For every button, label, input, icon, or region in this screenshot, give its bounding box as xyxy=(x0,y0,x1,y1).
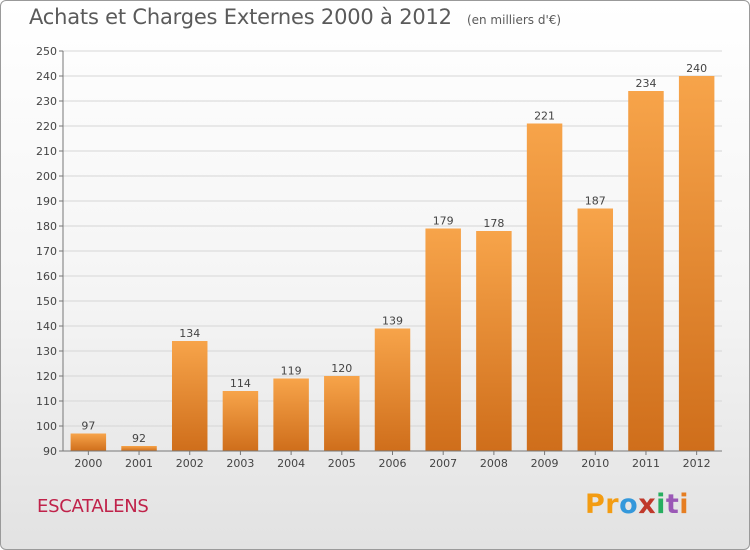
y-tick-label: 160 xyxy=(36,270,57,283)
value-label-2000: 97 xyxy=(81,420,95,433)
x-tick-label: 2002 xyxy=(176,457,204,470)
chart-title: Achats et Charges Externes 2000 à 2012 xyxy=(29,5,452,29)
bar-2005 xyxy=(324,376,360,451)
chart-unit: (en milliers d'€) xyxy=(466,13,562,27)
y-tick-label: 200 xyxy=(36,170,57,183)
y-tick-label: 130 xyxy=(36,345,57,358)
y-tick-label: 180 xyxy=(36,220,57,233)
value-label-2008: 178 xyxy=(483,217,504,230)
x-tick-label: 2000 xyxy=(74,457,102,470)
y-tick-label: 240 xyxy=(36,70,57,83)
y-tick-label: 230 xyxy=(36,95,57,108)
logo-letter: x xyxy=(638,489,657,520)
bar-2008 xyxy=(476,231,512,451)
bar-2012 xyxy=(678,76,715,451)
value-label-2004: 119 xyxy=(281,365,302,378)
value-label-2002: 134 xyxy=(179,327,200,340)
x-tick-label: 2007 xyxy=(429,457,457,470)
logo-letter: t xyxy=(665,489,680,520)
logo-letter: r xyxy=(605,489,620,520)
bar-2000 xyxy=(70,433,107,451)
y-tick-label: 250 xyxy=(36,45,57,58)
logo-letter: P xyxy=(585,489,606,520)
bar-2010 xyxy=(577,208,614,451)
bar-2006 xyxy=(374,328,411,451)
logo-letter: o xyxy=(619,489,639,520)
y-tick-label: 220 xyxy=(36,120,57,133)
bar-2011 xyxy=(628,91,664,451)
x-tick-label: 2011 xyxy=(632,457,660,470)
bar-2004 xyxy=(273,378,309,451)
bar-2002 xyxy=(171,341,208,451)
y-tick-label: 100 xyxy=(36,420,57,433)
bar-2003 xyxy=(222,391,259,451)
value-label-2003: 114 xyxy=(230,377,251,390)
y-tick-label: 170 xyxy=(36,245,57,258)
logo-letter: i xyxy=(679,489,690,520)
x-tick-label: 2008 xyxy=(480,457,508,470)
value-label-2005: 120 xyxy=(331,362,352,375)
bars xyxy=(70,76,715,451)
value-label-2006: 139 xyxy=(382,315,403,328)
proxiti-logo: Proxiti xyxy=(585,489,689,520)
value-label-2001: 92 xyxy=(132,432,146,445)
y-tick-label: 140 xyxy=(36,320,57,333)
commune-name: ESCATALENS xyxy=(37,496,149,517)
y-tick-label: 210 xyxy=(36,145,57,158)
logo-letter: i xyxy=(656,489,666,520)
x-tick-label: 2009 xyxy=(531,457,559,470)
bar-2001 xyxy=(121,446,157,451)
title-row: Achats et Charges Externes 2000 à 2012 (… xyxy=(29,5,561,29)
value-label-2009: 221 xyxy=(534,110,555,123)
bar-2009 xyxy=(526,123,563,451)
x-tick-label: 2010 xyxy=(581,457,609,470)
value-label-2011: 234 xyxy=(635,77,656,90)
y-tick-label: 110 xyxy=(36,395,57,408)
x-tick-label: 2012 xyxy=(683,457,711,470)
y-tick-label: 190 xyxy=(36,195,57,208)
x-tick-label: 2001 xyxy=(125,457,153,470)
x-tick-label: 2006 xyxy=(379,457,407,470)
bar-2007 xyxy=(425,228,461,451)
y-tick-label: 90 xyxy=(43,445,57,458)
value-label-2010: 187 xyxy=(585,195,606,208)
labels: 90 100 110 120 130 140 150 160 170 180 190 200 210 22… xyxy=(36,45,711,470)
axes xyxy=(59,50,722,455)
x-tick-label: 2003 xyxy=(226,457,254,470)
x-tick-label: 2005 xyxy=(328,457,356,470)
value-label-2012: 240 xyxy=(686,62,707,75)
y-tick-label: 150 xyxy=(36,295,57,308)
x-tick-label: 2004 xyxy=(277,457,305,470)
y-tick-label: 120 xyxy=(36,370,57,383)
value-label-2007: 179 xyxy=(433,215,454,228)
